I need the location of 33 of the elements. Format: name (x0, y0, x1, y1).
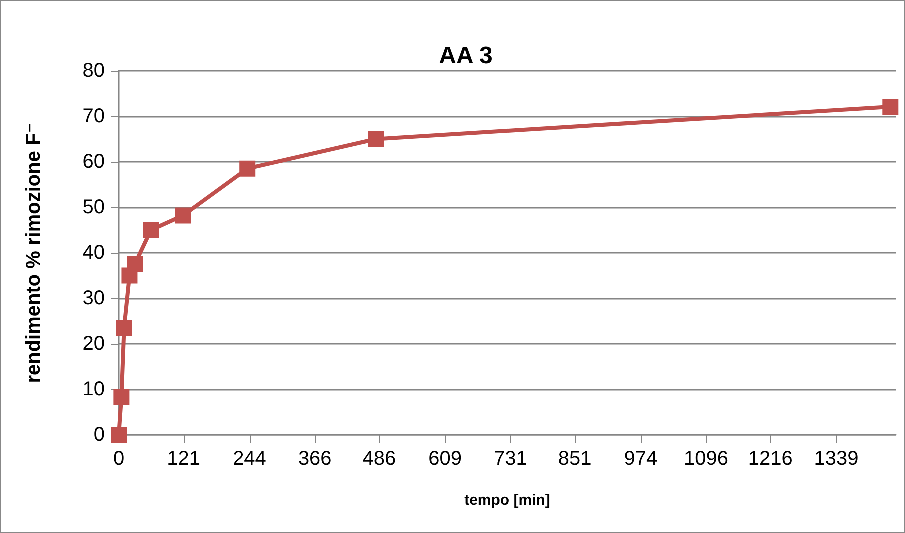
x-tick-label: 0 (113, 448, 125, 470)
y-tick-label: 70 (82, 106, 105, 128)
x-tick-label: 1096 (684, 448, 729, 470)
x-tick-label: 731 (494, 448, 528, 470)
y-tick-label: 80 (82, 60, 105, 82)
y-tick-label: 40 (82, 242, 105, 264)
x-tick-label: 366 (298, 448, 332, 470)
x-tick-label: 486 (362, 448, 396, 470)
point (175, 208, 192, 224)
point (368, 131, 384, 148)
point (143, 222, 160, 238)
x-tick-label: 244 (233, 448, 266, 470)
point (116, 320, 132, 336)
point (127, 256, 144, 272)
point (111, 427, 127, 443)
y-tick-label: 50 (82, 196, 105, 218)
x-tick-label: 1339 (814, 448, 859, 470)
y-axis-title: rendimento % rimozione F⁻ (23, 122, 45, 384)
point (240, 160, 256, 177)
y-tick-label: 10 (82, 378, 105, 400)
y-tick-label: 60 (82, 151, 105, 173)
x-tick-label: 121 (167, 448, 201, 470)
x-tick-label: 851 (558, 448, 592, 470)
point (114, 389, 130, 406)
x-tick-label: 1216 (748, 448, 793, 470)
point (882, 98, 899, 115)
x-tick-label: 974 (624, 448, 658, 470)
y-tick-label: 20 (82, 333, 105, 355)
y-tick-label: 0 (94, 424, 105, 446)
chart-title: AA 3 (439, 42, 493, 70)
y-tick-label: 30 (82, 288, 105, 310)
x-axis-title: tempo [min] (464, 492, 550, 509)
x-tick-label: 609 (428, 448, 462, 470)
